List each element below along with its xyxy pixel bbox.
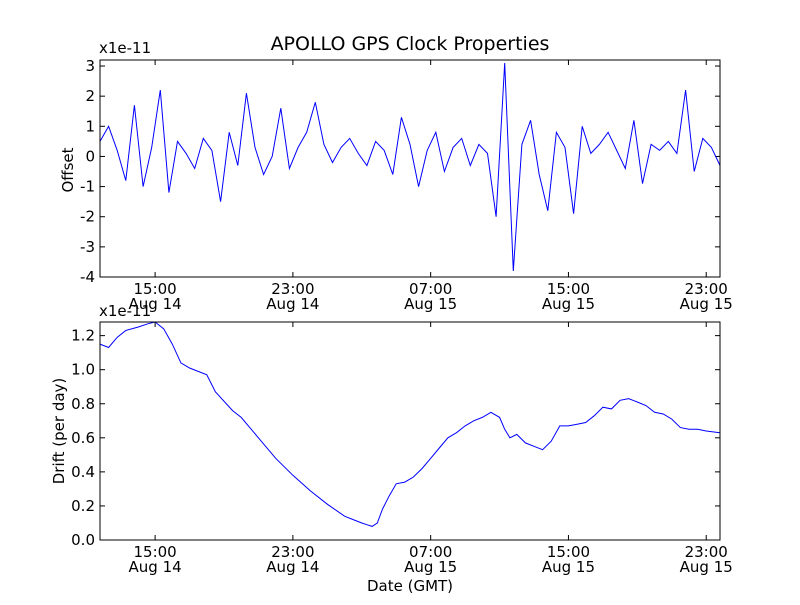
drift-ytick-label: 0.0 <box>71 531 95 549</box>
drift-ytick-label: 0.6 <box>71 429 95 447</box>
drift-xlabel: Date (GMT) <box>367 577 453 595</box>
offset-xtick-date: Aug 15 <box>542 295 595 313</box>
offset-ytick-label: -1 <box>80 178 95 196</box>
offset-ytick-label: 0 <box>85 147 95 165</box>
offset-xtick-date: Aug 14 <box>129 295 182 313</box>
offset-xtick-time: 07:00 <box>409 280 452 298</box>
offset-ylabel: Offset <box>59 147 77 192</box>
offset-ytick-label: 3 <box>85 57 95 75</box>
drift-axes-frame <box>99 321 721 541</box>
drift-ytick-label: 0.8 <box>71 395 95 413</box>
drift-xtick-time: 15:00 <box>547 543 590 561</box>
drift-ytick-label: 0.4 <box>71 463 95 481</box>
drift-xtick-date: Aug 15 <box>404 558 457 576</box>
offset-xtick-time: 23:00 <box>685 280 728 298</box>
chart-title: APOLLO GPS Clock Properties <box>271 33 550 55</box>
drift-xtick-time: 07:00 <box>409 543 452 561</box>
offset-ytick-label: 2 <box>85 87 95 105</box>
drift-xtick-date: Aug 14 <box>129 558 182 576</box>
drift-xtick-time: 15:00 <box>133 543 176 561</box>
offset-ytick-label: -3 <box>80 238 95 256</box>
drift-multiplier: x1e-11 <box>99 302 151 320</box>
offset-series-line <box>99 62 721 272</box>
offset-xtick-date: Aug 15 <box>680 295 733 313</box>
offset-xtick-time: 15:00 <box>547 280 590 298</box>
drift-panel: x1e-11 Drift (per day) Date (GMT) 0.0 0.2… <box>50 302 733 595</box>
drift-ytick-label: 1.0 <box>71 361 95 379</box>
drift-series-line <box>99 321 721 527</box>
offset-ytick-label: -2 <box>80 208 95 226</box>
offset-xtick-time: 15:00 <box>133 280 176 298</box>
drift-ytick-label: 0.2 <box>71 497 95 515</box>
drift-xtick-time: 23:00 <box>271 543 314 561</box>
drift-ytick-label: 1.2 <box>71 327 95 345</box>
drift-xtick-date: Aug 15 <box>680 558 733 576</box>
offset-xtick-time: 23:00 <box>271 280 314 298</box>
drift-xtick-date: Aug 15 <box>542 558 595 576</box>
drift-xtick-time: 23:00 <box>685 543 728 561</box>
drift-ylabel: Drift (per day) <box>50 378 68 485</box>
offset-multiplier: x1e-11 <box>99 39 151 57</box>
offset-ytick-label: -4 <box>80 268 95 286</box>
offset-ytick-label: 1 <box>85 117 95 135</box>
offset-panel: APOLLO GPS Clock Properties x1e-11 Offse… <box>59 33 733 313</box>
drift-xtick-date: Aug 14 <box>266 558 319 576</box>
offset-xtick-date: Aug 15 <box>404 295 457 313</box>
offset-xtick-date: Aug 14 <box>266 295 319 313</box>
offset-axes-frame <box>99 59 721 278</box>
